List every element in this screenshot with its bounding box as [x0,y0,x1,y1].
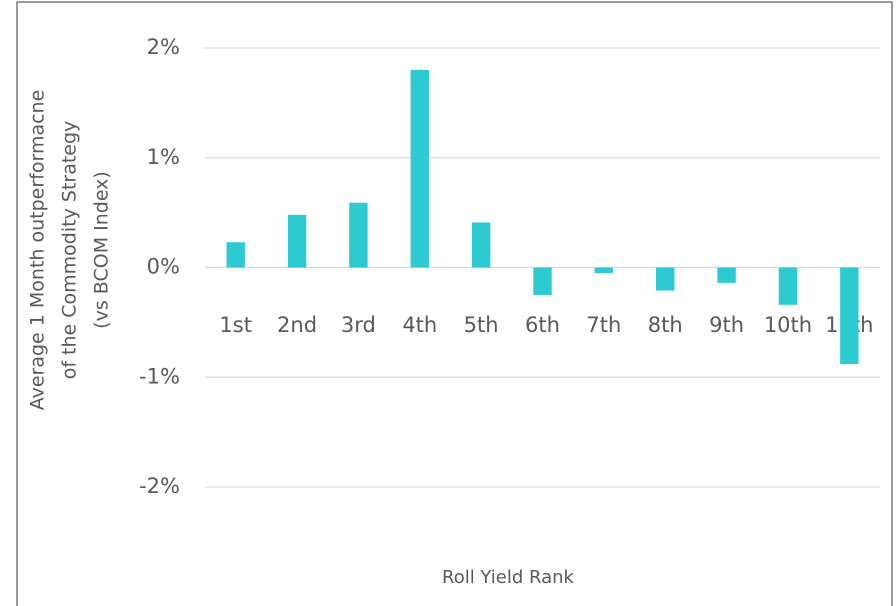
x-tick-label: 10th [764,313,812,337]
x-tick-label: 9th [709,313,744,337]
bar [287,214,307,268]
x-axis-title: Roll Yield Rank [442,567,575,588]
bar [778,267,798,305]
y-axis-title-line: Average 1 Month outperformacne [27,90,49,411]
bar [656,267,675,291]
y-axis-title-line: of the Commodity Strategy [59,121,81,380]
y-tick-label: -1% [139,364,180,388]
bar [717,267,736,283]
x-tick-label: 8th [648,313,683,337]
bar [533,267,552,295]
chart-frame [16,1,893,606]
y-axis-title: Average 1 Month outperformacne of the Co… [27,90,113,411]
bar [594,267,614,273]
bar [226,242,245,268]
bar [471,222,491,268]
y-tick-label: 1% [147,145,180,169]
x-tick-label: 6th [525,313,560,337]
bar [349,202,368,268]
y-tick-label: 2% [147,35,180,59]
x-tick-label: 7th [586,313,621,337]
y-tick-label: 0% [147,255,180,279]
x-tick-label: 2nd [277,313,317,337]
bar [840,267,859,365]
y-axis-title-line: (vs BCOM Index) [91,171,113,329]
y-tick-label: -2% [139,474,180,498]
x-tick-label: 1st [219,313,252,337]
x-tick-label: 4th [402,313,437,337]
bar [410,69,429,268]
x-tick-label: 3rd [341,313,376,337]
x-tick-label: 5th [464,313,499,337]
